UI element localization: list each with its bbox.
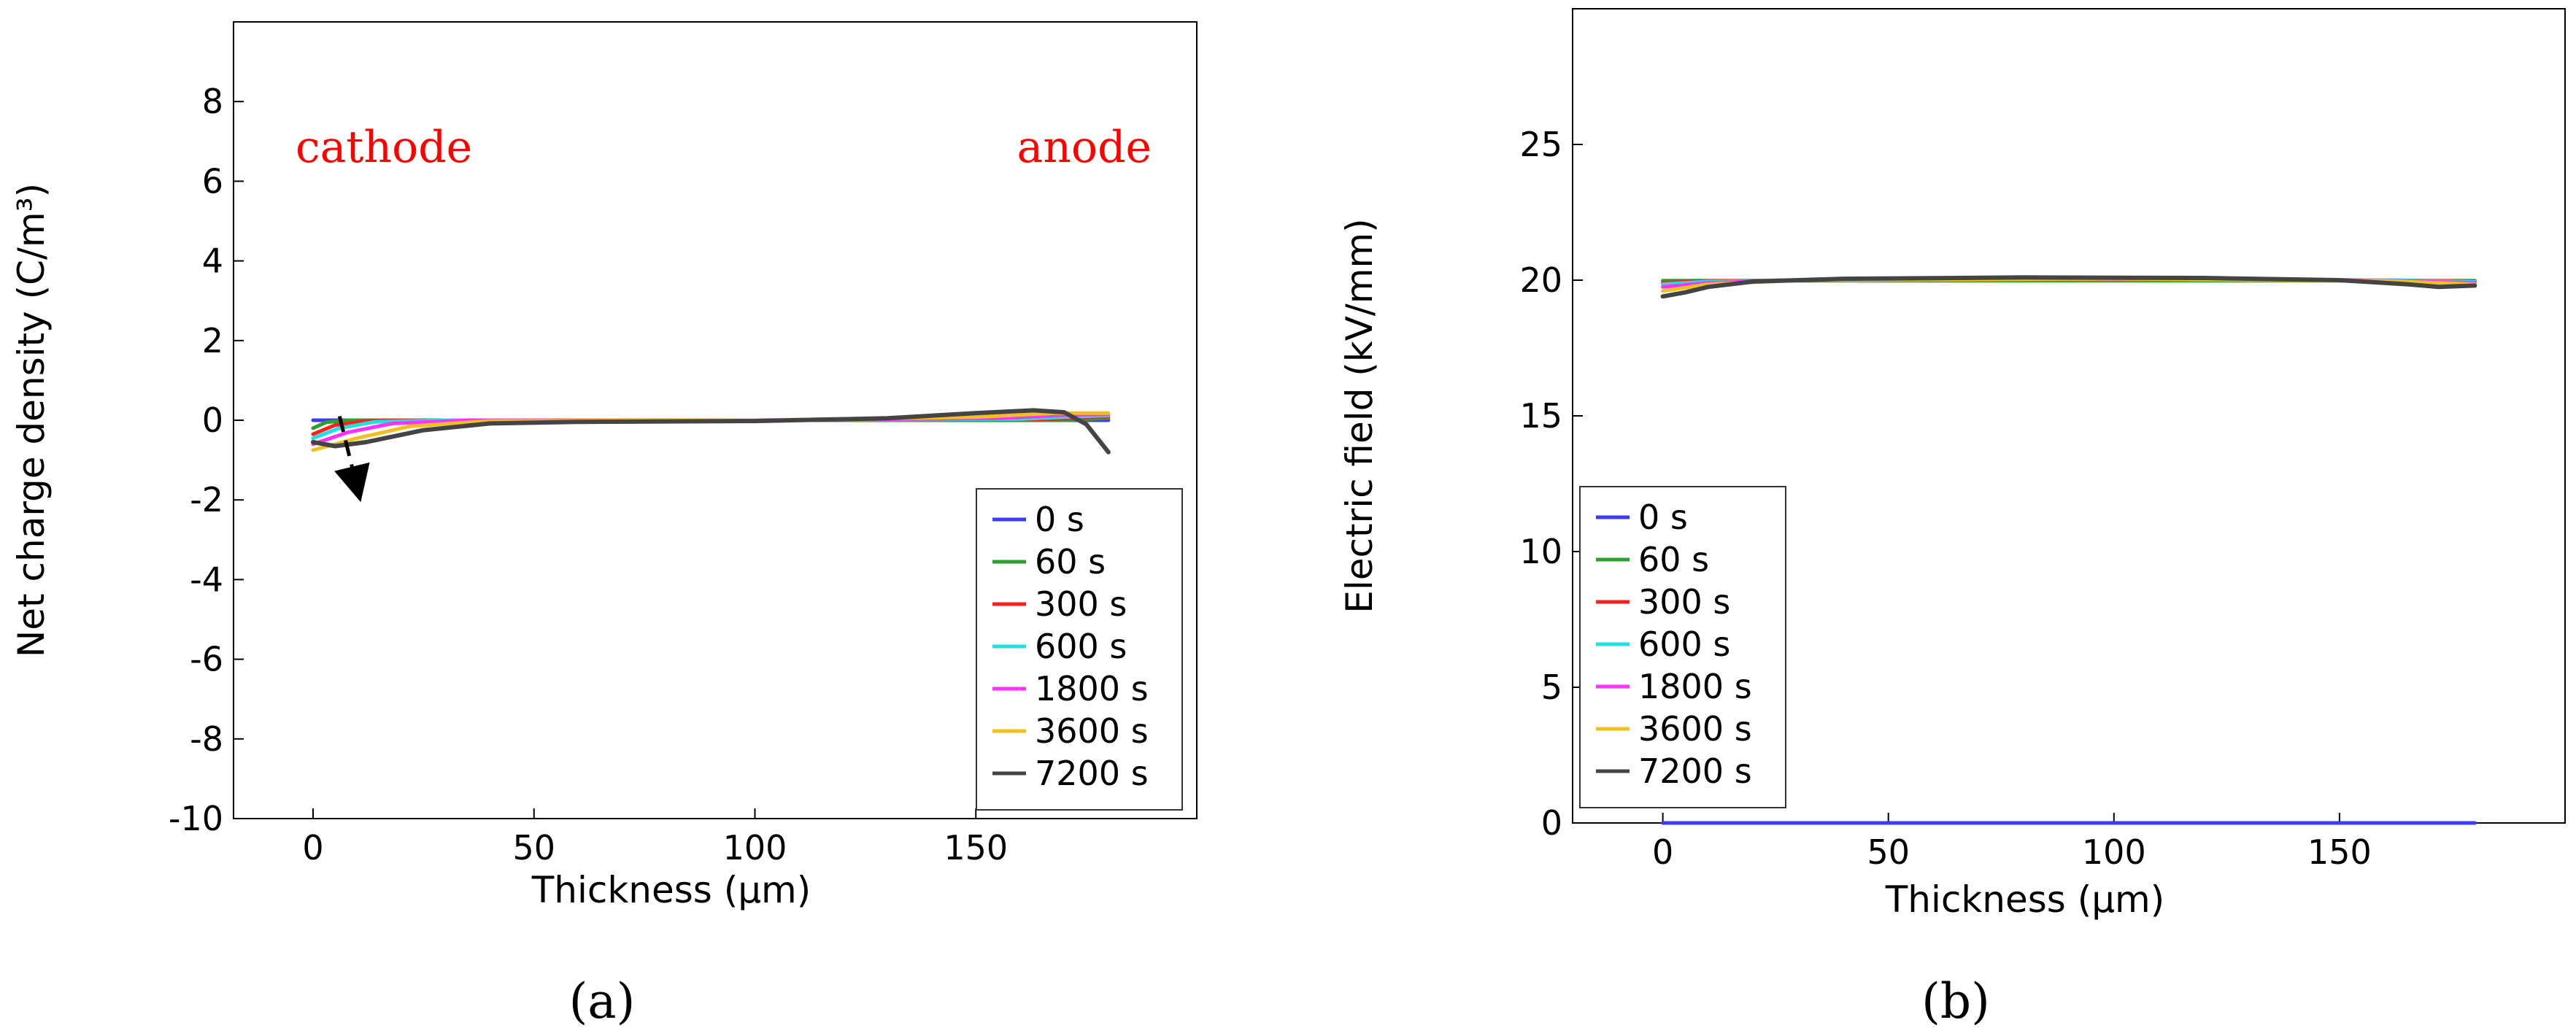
x-tick-label: 150: [944, 828, 1008, 867]
y-tick-label: -6: [190, 640, 223, 679]
x-axis-label: Thickness (µm): [531, 869, 811, 911]
annotation-label: anode: [1017, 122, 1152, 173]
y-tick-label: 5: [1541, 668, 1562, 707]
legend-entry: 600 s: [1035, 627, 1127, 666]
legend-entry: 3600 s: [1638, 709, 1752, 749]
series-7200s-line: [1660, 275, 2477, 299]
y-tick-label: 2: [202, 321, 223, 360]
series-7200s-line: [311, 408, 1111, 455]
y-tick-label: 15: [1519, 396, 1562, 436]
y-axis-label: Electric field (kV/mm): [1338, 218, 1381, 613]
x-tick-label: 50: [512, 828, 555, 867]
legend-entry: 60 s: [1638, 540, 1709, 579]
y-tick-label: 8: [202, 82, 223, 121]
legend-entry: 3600 s: [1035, 711, 1149, 751]
legend-box: [976, 488, 1183, 811]
y-tick-label: 6: [202, 161, 223, 201]
x-tick-label: 50: [1867, 832, 1910, 872]
panel-a: 0 50 100 150 -10 -8 -6 -4 -2 0 2 4 6 8 Thickness (µm) N…: [10, 21, 1198, 1029]
y-tick-label: -8: [190, 719, 223, 759]
y-tick-label: 0: [202, 401, 223, 440]
y-tick-label: 25: [1519, 125, 1562, 164]
subfigure-label: (b): [1921, 973, 1990, 1029]
x-tick-label: 100: [723, 828, 787, 867]
legend-entry: 7200 s: [1035, 754, 1149, 793]
legend-entry: 0 s: [1035, 500, 1084, 539]
y-tick-label: -2: [190, 480, 223, 519]
subfigure-label: (a): [569, 973, 636, 1029]
legend-entry: 1800 s: [1035, 669, 1149, 708]
x-axis-label: Thickness (µm): [1885, 878, 2165, 921]
legend-entry: 300 s: [1035, 584, 1127, 624]
legend-entry: 300 s: [1638, 582, 1730, 622]
legend-entry: 7200 s: [1638, 751, 1752, 791]
y-tick-label: 10: [1519, 532, 1562, 571]
x-tick-label: 150: [2307, 832, 2372, 872]
legend-entry: 60 s: [1035, 542, 1106, 581]
y-tick-label: -10: [169, 799, 223, 838]
legend-entry: 1800 s: [1638, 667, 1752, 706]
y-axis-label: Net charge density (C/m³): [10, 183, 53, 657]
y-tick-label: 4: [202, 241, 223, 281]
y-tick-label: 20: [1519, 260, 1562, 300]
y-tick-label: 0: [1541, 803, 1562, 843]
panel-b: 0 50 100 150 0 5 10 15 20 25 Thickness (µm) Electri…: [1338, 8, 2566, 1029]
x-tick-label: 100: [2082, 832, 2146, 872]
legend-box: [1579, 486, 1786, 808]
annotation-label: cathode: [296, 122, 472, 173]
y-tick-label: -4: [190, 560, 223, 599]
legend-entry: 0 s: [1638, 498, 1688, 537]
legend-entry: 600 s: [1638, 625, 1730, 664]
x-tick-label: 0: [302, 828, 323, 867]
x-tick-label: 0: [1652, 832, 1673, 872]
trend-arrow: [334, 415, 370, 503]
